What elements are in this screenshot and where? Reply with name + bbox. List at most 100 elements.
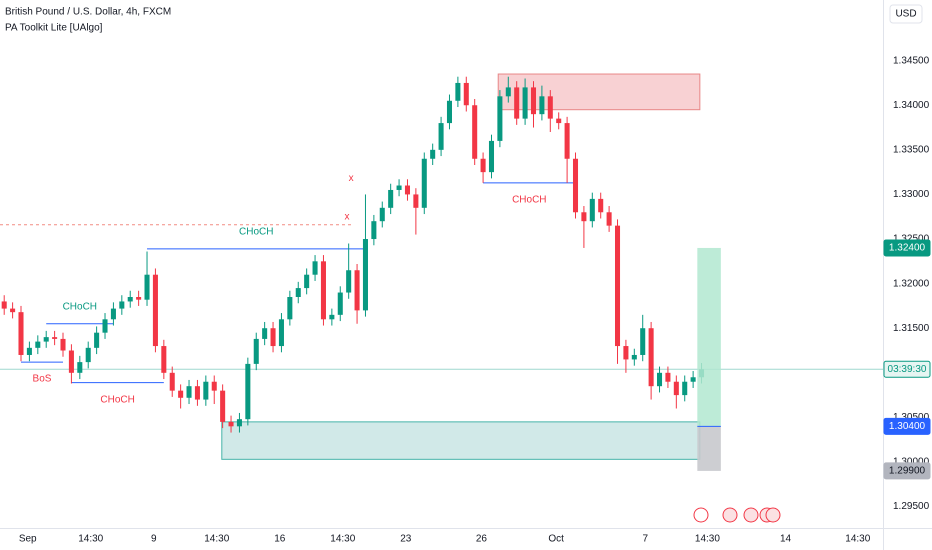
- candle-body: [136, 297, 142, 300]
- currency-label: USD: [895, 9, 916, 20]
- event-icon[interactable]: [693, 507, 709, 523]
- candle-body: [488, 140, 495, 173]
- candle-body: [304, 274, 310, 289]
- candle-body: [110, 308, 116, 320]
- candle-body: [94, 332, 100, 348]
- x-tick-label: Oct: [548, 534, 564, 545]
- price-tag-label: 03:39:30: [888, 364, 927, 375]
- y-tick-label: 1.32500: [893, 234, 930, 245]
- y-tick-label: 1.34000: [893, 100, 930, 111]
- candle-body: [10, 308, 16, 313]
- currency-button[interactable]: [889, 4, 923, 24]
- x-tick-label: 7: [642, 534, 648, 545]
- candle-body: [18, 312, 24, 355]
- candle-body: [421, 158, 427, 208]
- candle-body: [530, 87, 537, 115]
- y-tick-label: 1.33000: [893, 189, 930, 200]
- candle-body: [547, 96, 553, 119]
- price-tag: [883, 417, 931, 435]
- price-tag-label: 1.32400: [889, 243, 926, 254]
- structure-label: BoS: [33, 374, 52, 385]
- candle-body: [329, 314, 335, 320]
- candle-body: [614, 225, 621, 347]
- candle-body: [287, 297, 293, 320]
- position-stop: [697, 426, 721, 471]
- candle-body: [60, 338, 66, 351]
- candle-body: [480, 158, 486, 173]
- candle-body: [77, 362, 83, 373]
- event-icon[interactable]: [765, 507, 781, 523]
- candle-body: [144, 274, 150, 300]
- candle-body: [648, 328, 654, 387]
- x-tick-label: 16: [274, 534, 286, 545]
- candle-body: [43, 337, 49, 342]
- candle-body: [152, 274, 158, 347]
- candle-body: [623, 346, 629, 360]
- event-icon[interactable]: [722, 507, 738, 523]
- candle-body: [127, 297, 133, 302]
- chart-title: British Pound / U.S. Dollar, 4h, FXCM: [5, 7, 171, 18]
- candle-body: [245, 363, 251, 420]
- candle-body: [253, 338, 259, 364]
- y-tick-label: 1.31500: [893, 323, 930, 334]
- candle-body: [119, 301, 125, 309]
- candle-body: [564, 123, 570, 159]
- candle-body: [413, 194, 419, 208]
- candle-body: [556, 118, 562, 124]
- candle-body: [539, 96, 545, 115]
- candle-body: [446, 100, 453, 124]
- candle-body: [598, 198, 604, 213]
- candle-body: [68, 350, 74, 373]
- x-tick-label: 14:30: [78, 534, 103, 545]
- price-tag: [883, 360, 931, 378]
- candle-body: [236, 419, 242, 427]
- candle-body: [581, 212, 587, 222]
- y-tick-label: 1.30000: [893, 457, 930, 468]
- event-icons: [693, 507, 781, 523]
- candle-body: [102, 319, 108, 333]
- y-tick-label: 1.30500: [893, 412, 930, 423]
- candle-body: [228, 421, 234, 427]
- candle-body: [362, 239, 368, 311]
- y-tick-label: 1.32000: [893, 278, 930, 289]
- candle-body: [438, 123, 444, 150]
- x-tick-label: 23: [400, 534, 412, 545]
- candle-body: [640, 328, 646, 355]
- x-tick-label: 26: [476, 534, 488, 545]
- candle-body: [278, 319, 284, 347]
- candle-body: [320, 261, 326, 320]
- candle-body: [514, 87, 520, 119]
- sweep-mark: x: [344, 211, 349, 222]
- candle-body: [26, 347, 32, 355]
- sweep-mark: x: [349, 173, 354, 184]
- x-tick-label: 14: [780, 534, 792, 545]
- candle-body: [161, 346, 167, 373]
- candle-body: [371, 221, 377, 240]
- zone: [497, 73, 701, 111]
- indicator-name: PA Toolkit Lite [UAlgo]: [5, 23, 103, 34]
- candle-body: [505, 87, 511, 97]
- price-tag: [883, 462, 931, 480]
- plot-area: BoS CHoCH CHoCH CHoCH CHoCH x x: [0, 73, 883, 471]
- x-tick-label: 14:30: [204, 534, 229, 545]
- candle-body: [673, 381, 679, 396]
- candle-body: [690, 377, 696, 382]
- position-target: [697, 247, 721, 427]
- event-icon[interactable]: [743, 507, 759, 523]
- candle-body: [589, 198, 595, 222]
- price-tag: [883, 239, 931, 257]
- candle-body: [472, 105, 478, 159]
- candle-body: [178, 390, 184, 398]
- structure-label: CHoCH: [100, 394, 134, 405]
- zone: [221, 421, 701, 460]
- candle-body: [379, 207, 385, 222]
- candle-body: [388, 189, 394, 208]
- price-tag-label: 1.29900: [889, 466, 926, 477]
- candle-body: [497, 96, 503, 141]
- candle-body: [396, 185, 402, 190]
- candle-body: [656, 372, 663, 387]
- y-tick-label: 1.33500: [893, 144, 930, 155]
- candle-body: [312, 261, 318, 275]
